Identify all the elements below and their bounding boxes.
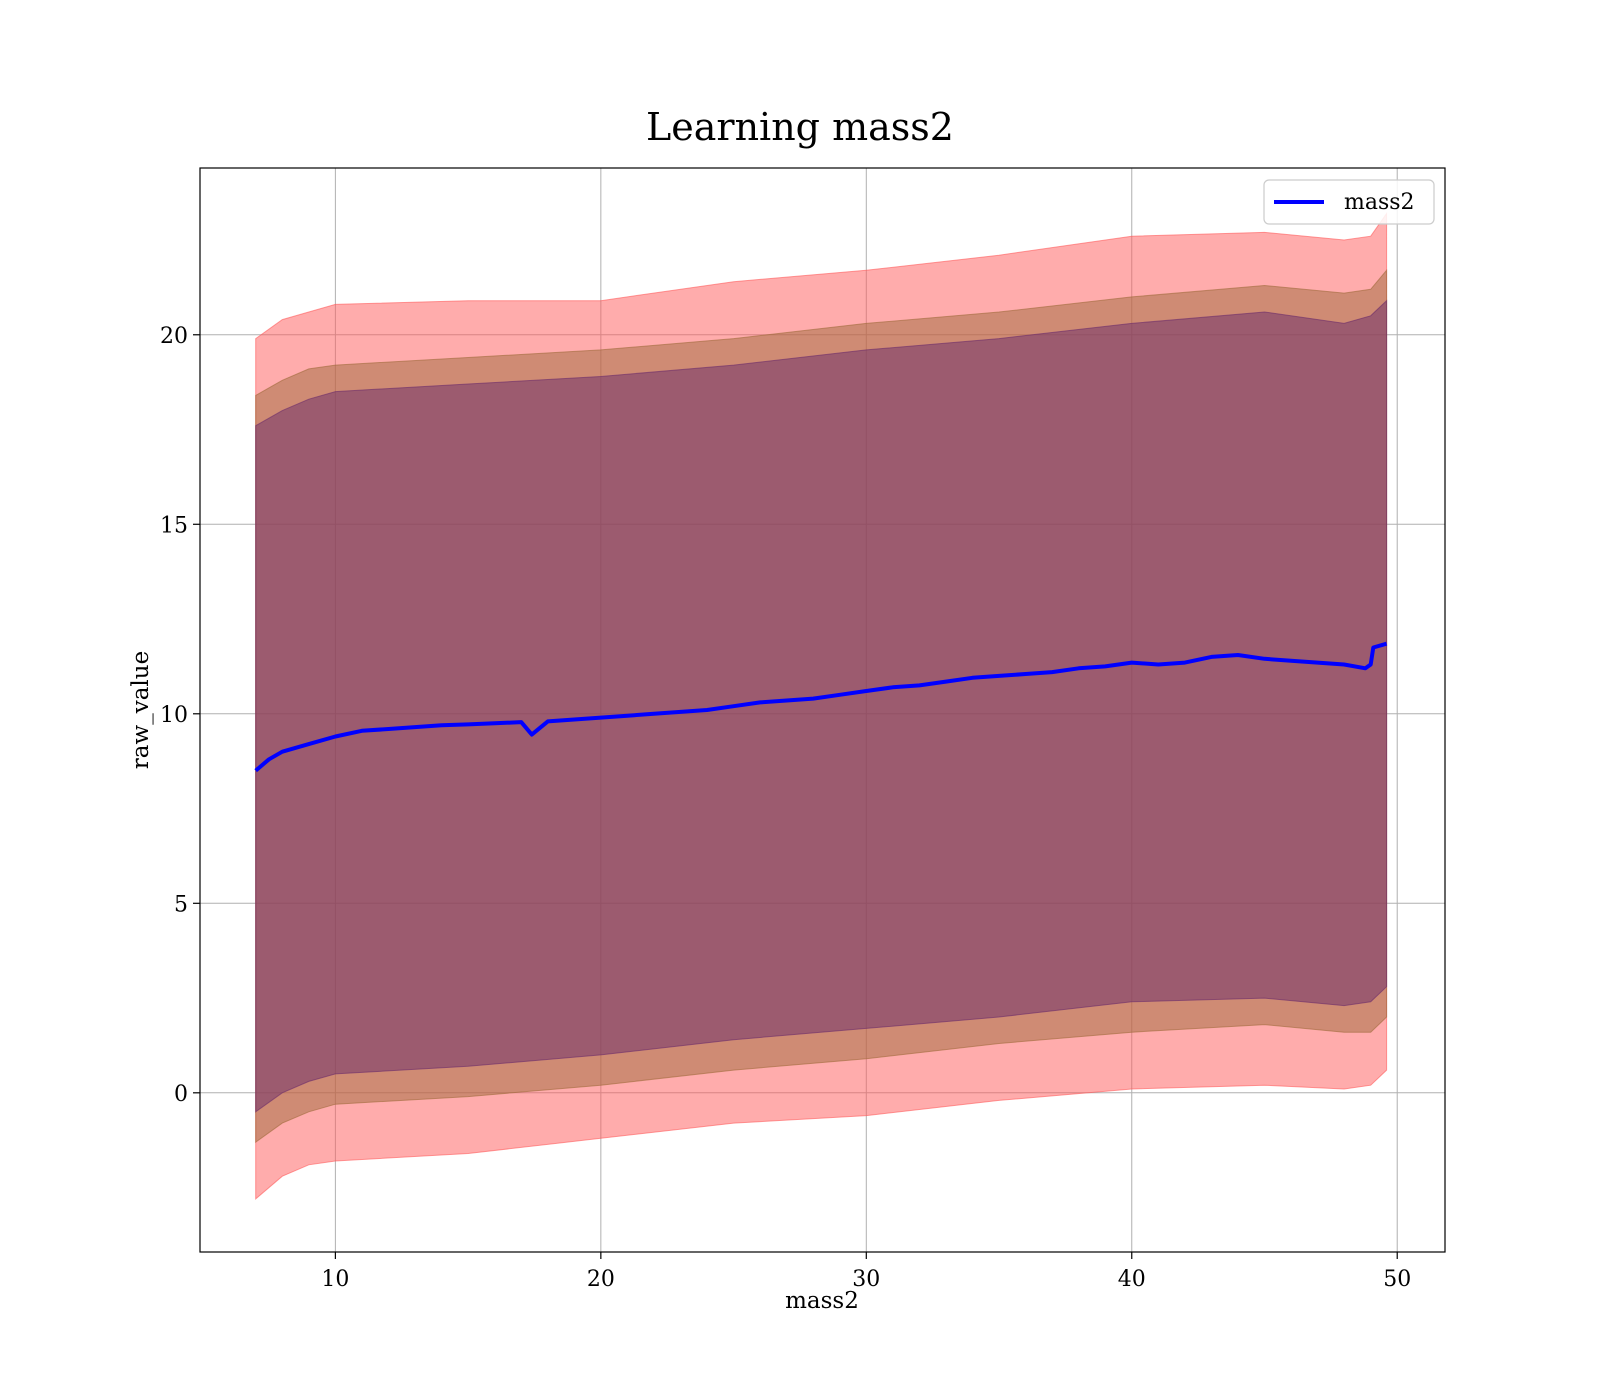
legend: mass2: [1263, 179, 1435, 225]
y-axis: 0 5 10 15 20: [160, 324, 200, 1107]
x-axis-label: mass2: [785, 1288, 859, 1314]
y-axis-label: raw_value: [128, 651, 154, 769]
x-tick-label: 40: [1118, 1267, 1146, 1292]
legend-label-mass2: mass2: [1344, 190, 1415, 215]
band-3: [255, 299, 1388, 1113]
series-lines: [254, 641, 1388, 773]
confidence-bands: [255, 211, 1388, 1200]
x-axis: 10 20 30 40 50: [321, 1252, 1411, 1292]
y-tick-label: 15: [160, 513, 188, 538]
y-tick-label: 5: [174, 892, 188, 917]
legend-box: [1263, 179, 1435, 225]
x-tick-label: 30: [852, 1267, 880, 1292]
x-tick-label: 50: [1383, 1267, 1411, 1292]
series-line-mass2: [254, 641, 1388, 773]
x-tick-label: 10: [321, 1267, 349, 1292]
x-tick-label: 20: [587, 1267, 615, 1292]
y-tick-label: 20: [160, 324, 188, 349]
y-tick-label: 10: [160, 703, 188, 728]
chart-title: Learning mass2: [646, 105, 954, 149]
plot-area-frame: [199, 167, 1446, 1253]
y-tick-label: 0: [174, 1082, 188, 1107]
